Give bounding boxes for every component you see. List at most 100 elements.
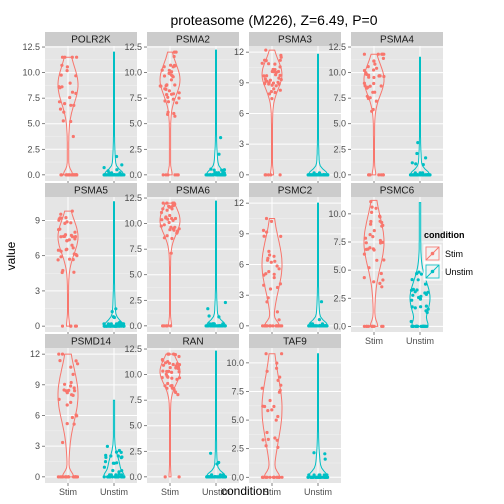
point-stim: [378, 282, 381, 285]
point-unstim: [106, 445, 109, 448]
point-unstim: [107, 169, 110, 172]
point-unstim: [120, 325, 123, 328]
point-stim: [369, 220, 372, 223]
point-stim: [72, 271, 75, 274]
point-stim: [369, 223, 372, 226]
point-stim: [66, 422, 69, 425]
point-stim: [72, 373, 75, 376]
point-stim: [173, 226, 176, 229]
point-stim: [276, 439, 279, 442]
point-stim: [177, 173, 180, 176]
point-stim: [378, 74, 381, 77]
point-stim: [280, 352, 283, 355]
facet-psma3: PSMA3036912StimUnstim: [234, 32, 341, 195]
point-stim: [276, 310, 279, 313]
point-stim: [161, 370, 164, 373]
point-unstim: [103, 475, 106, 478]
point-unstim: [111, 173, 114, 176]
point-stim: [267, 82, 270, 85]
point-stim: [270, 97, 273, 100]
point-unstim: [218, 324, 221, 327]
point-stim: [380, 53, 383, 56]
point-stim: [363, 53, 366, 56]
point-unstim: [120, 455, 123, 458]
point-stim: [370, 110, 373, 113]
point-unstim: [315, 324, 318, 327]
point-unstim: [427, 173, 430, 176]
point-stim: [170, 377, 173, 380]
point-stim: [373, 63, 376, 66]
legend: condition StimUnstim: [424, 230, 473, 280]
point-stim: [59, 255, 62, 258]
y-tick-label: 5.0: [333, 265, 346, 275]
point-unstim: [307, 324, 310, 327]
facet-polr2k: POLR2K0.02.55.07.510.012.5StimUnstim: [22, 32, 137, 195]
y-tick-label: 10.0: [124, 370, 142, 380]
point-stim: [374, 207, 377, 210]
point-stim: [365, 241, 368, 244]
point-unstim: [307, 173, 310, 176]
point-stim: [262, 274, 265, 277]
point-stim: [69, 120, 72, 123]
point-unstim: [219, 136, 222, 139]
point-stim: [59, 213, 62, 216]
point-stim: [57, 258, 60, 261]
point-stim: [363, 276, 366, 279]
facet-psma2: PSMA20.02.55.07.510.012.5StimUnstim: [124, 32, 239, 195]
point-stim: [71, 210, 74, 213]
legend-key-unstim: Unstim: [424, 263, 473, 280]
point-unstim: [419, 298, 422, 301]
point-stim: [170, 371, 173, 374]
point-stim: [265, 444, 268, 447]
point-stim: [61, 441, 64, 444]
point-stim: [173, 83, 176, 86]
point-stim: [61, 269, 64, 272]
point-stim: [275, 367, 278, 370]
y-tick-label: 0.0: [27, 170, 40, 180]
point-unstim: [414, 306, 417, 309]
panel-background: [351, 46, 443, 181]
point-stim: [66, 403, 69, 406]
point-unstim: [420, 273, 423, 276]
y-tick-label: 5.0: [129, 421, 142, 431]
x-tick-label: Unstim: [304, 487, 332, 497]
point-unstim: [224, 475, 227, 478]
point-stim: [277, 476, 280, 479]
point-stim: [380, 84, 383, 87]
point-stim: [276, 415, 279, 418]
y-tick-label: 0: [239, 321, 244, 331]
y-tick-label: 2.5: [231, 444, 244, 454]
point-unstim: [411, 161, 414, 164]
point-stim: [161, 376, 164, 379]
point-stim: [72, 135, 75, 138]
point-unstim: [120, 475, 123, 478]
y-tick-label: 7.5: [129, 395, 142, 405]
y-tick-label: 12.5: [124, 42, 142, 52]
y-tick-label: 2.5: [333, 144, 346, 154]
point-stim: [72, 258, 75, 261]
point-unstim: [424, 283, 427, 286]
y-tick-label: 5.0: [231, 415, 244, 425]
point-unstim: [102, 322, 105, 325]
y-tick-label: 2.5: [333, 293, 346, 303]
point-unstim: [425, 305, 428, 308]
point-stim: [66, 69, 69, 72]
point-stim: [275, 71, 278, 74]
point-stim: [372, 280, 375, 283]
point-stim: [73, 252, 76, 255]
point-stim: [66, 65, 69, 68]
y-tick-label: 5.0: [129, 270, 142, 280]
point-stim: [268, 253, 271, 256]
point-stim: [380, 285, 383, 288]
point-stim: [381, 325, 384, 328]
point-stim: [172, 98, 175, 101]
point-stim: [177, 355, 180, 358]
point-stim: [382, 75, 385, 78]
point-stim: [363, 69, 366, 72]
point-unstim: [217, 153, 220, 156]
point-stim: [279, 54, 282, 57]
point-stim: [60, 74, 63, 77]
point-stim: [263, 235, 266, 238]
point-stim: [265, 231, 268, 234]
point-unstim: [120, 163, 123, 166]
